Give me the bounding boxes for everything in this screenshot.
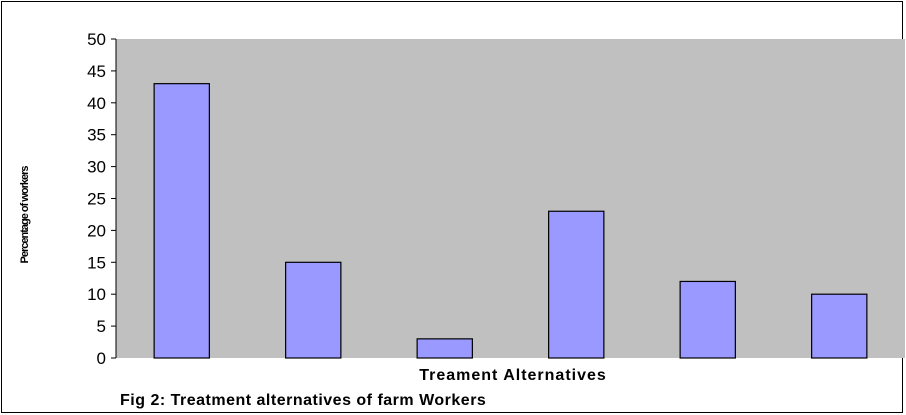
y-tick-label: 45 bbox=[87, 62, 106, 81]
bar bbox=[285, 261, 342, 359]
y-tick-label: 50 bbox=[87, 30, 106, 49]
chart-caption: Fig 2: Treatment alternatives of farm Wo… bbox=[120, 392, 487, 409]
y-axis-label: Percentage of workers bbox=[19, 166, 31, 264]
x-axis-label: Treament Alternatives bbox=[419, 367, 607, 384]
y-axis: 0 5 10 15 20 25 30 35 40 45 50 bbox=[87, 30, 117, 368]
y-tick-label: 5 bbox=[97, 317, 106, 336]
y-tick-label: 30 bbox=[87, 158, 106, 177]
bar bbox=[416, 338, 473, 359]
y-tick-label: 15 bbox=[87, 253, 106, 272]
bar bbox=[548, 210, 605, 359]
y-tick-label: 10 bbox=[87, 285, 106, 304]
bar bbox=[811, 293, 868, 359]
y-tick-label: 20 bbox=[87, 221, 106, 240]
y-tick-label: 35 bbox=[87, 126, 106, 145]
y-tick-label: 0 bbox=[97, 349, 106, 368]
y-tick-label: 25 bbox=[87, 190, 106, 209]
bar-group bbox=[153, 83, 868, 359]
y-tick-label: 40 bbox=[87, 94, 106, 113]
plot-area bbox=[116, 39, 905, 358]
bar bbox=[679, 280, 736, 359]
bar bbox=[153, 83, 210, 359]
